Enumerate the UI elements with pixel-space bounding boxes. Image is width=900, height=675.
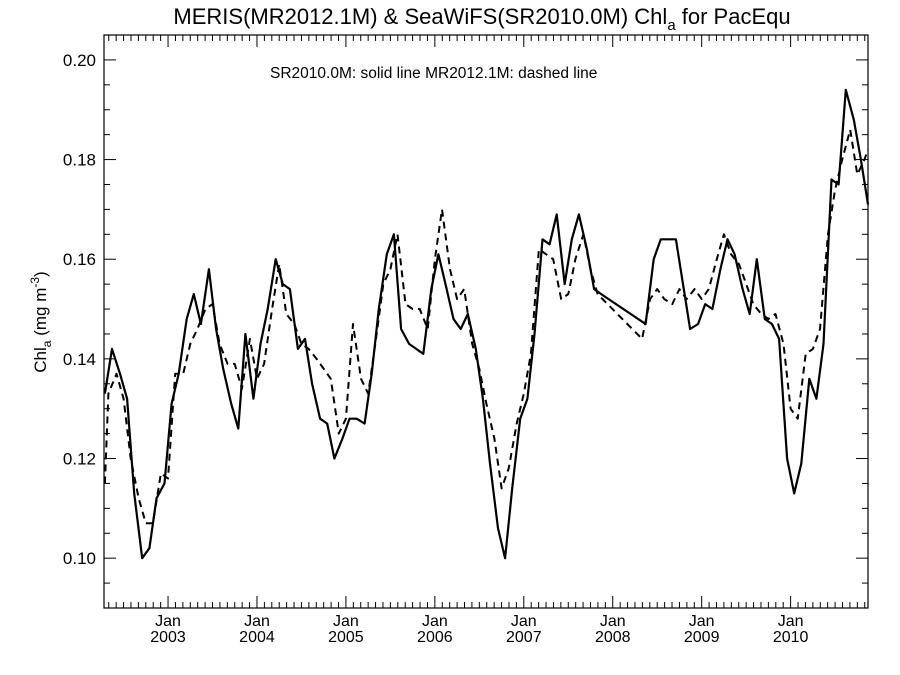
- y-axis: 0.10 0.12 0.14 0.16 0.18 0.20: [63, 34, 868, 609]
- x-tick-month-label: Jan: [422, 613, 448, 630]
- x-tick-year-label: 2003: [150, 629, 186, 646]
- y-tick-label: 0.10: [63, 549, 96, 568]
- series-layer: [103, 88, 870, 560]
- y-tick-label: 0.14: [63, 350, 96, 369]
- x-tick-month-label: Jan: [689, 613, 715, 630]
- plot-frame: [103, 34, 869, 609]
- x-axis: Jan2003Jan2004Jan2005Jan2006Jan2007Jan20…: [108, 35, 866, 646]
- chart-title: MERIS(MR2012.1M) & SeaWiFS(SR2010.0M) Ch…: [173, 4, 790, 34]
- y-tick-label: 0.18: [63, 151, 96, 170]
- line-style-annotation: SR2010.0M: solid line MR2012.1M: dashed …: [270, 65, 597, 82]
- x-tick-year-label: 2004: [239, 629, 275, 646]
- x-tick-year-label: 2008: [595, 629, 631, 646]
- x-tick-month-label: Jan: [778, 613, 804, 630]
- x-tick-month-label: Jan: [244, 613, 270, 630]
- x-tick-month-label: Jan: [511, 613, 537, 630]
- x-tick-month-label: Jan: [333, 613, 359, 630]
- x-tick-year-label: 2009: [684, 629, 720, 646]
- y-tick-label: 0.20: [63, 51, 96, 70]
- x-tick-year-label: 2006: [417, 629, 453, 646]
- y-tick-label: 0.16: [63, 250, 96, 269]
- series-line-mr2012-dashed: [103, 128, 869, 525]
- x-tick-month-label: Jan: [155, 613, 181, 630]
- x-tick-year-label: 2005: [328, 629, 364, 646]
- x-tick-month-label: Jan: [600, 613, 626, 630]
- series-line-sr2010-solid: [103, 88, 870, 560]
- y-tick-label: 0.12: [63, 450, 96, 469]
- x-tick-year-label: 2007: [506, 629, 542, 646]
- x-tick-year-label: 2010: [773, 629, 809, 646]
- y-axis-label: Chla (mg m-3): [28, 271, 54, 372]
